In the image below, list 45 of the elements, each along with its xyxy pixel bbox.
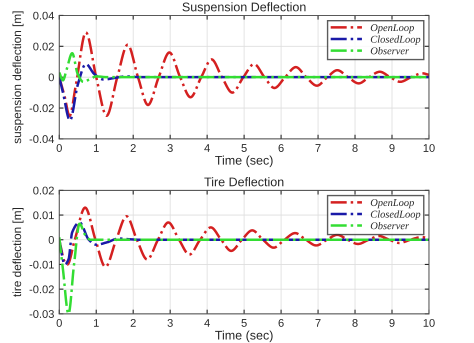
x-tick-label: 1 <box>94 319 99 327</box>
x-tick-label: 9 <box>389 319 395 327</box>
x-tick-label: 8 <box>352 319 358 327</box>
y-tick-label: -0.01 <box>30 260 54 269</box>
x-tick-label: 0 <box>56 144 62 152</box>
x-tick-label: 5 <box>241 319 247 327</box>
x-tick-label: 10 <box>424 144 435 152</box>
x-tick-label: 4 <box>204 144 210 152</box>
legend-label: ClosedLoop <box>370 35 420 45</box>
y-tick-label: 0 <box>48 236 54 244</box>
x-tick-label: 3 <box>168 144 173 152</box>
chart-title: Suspension Deflection <box>182 2 306 14</box>
legend-label: Observer <box>370 47 410 54</box>
y-tick-label: -0.02 <box>30 285 54 294</box>
x-tick-label: 5 <box>241 144 247 152</box>
x-tick-label: 8 <box>352 144 358 152</box>
x-tick-label: 3 <box>168 319 173 327</box>
x-tick-label: 9 <box>389 144 395 152</box>
x-tick-label: 1 <box>94 144 99 152</box>
x-tick-label: 6 <box>278 319 284 327</box>
x-tick-label: 0 <box>56 319 62 327</box>
x-axis-title: Time (sec) <box>215 156 273 168</box>
x-tick-label: 4 <box>204 319 210 327</box>
y-tick-label: 0.02 <box>33 186 54 194</box>
chart-title: Tire Deflection <box>204 177 284 186</box>
x-tick-label: 2 <box>130 319 136 327</box>
x-tick-label: 7 <box>316 144 321 152</box>
legend-label: Observer <box>370 222 410 230</box>
y-axis-title: tire deflection [m] <box>12 208 24 297</box>
x-axis-title: Time (sec) <box>215 330 273 342</box>
x-tick-label: 6 <box>278 144 284 152</box>
y-tick-label: -0.02 <box>30 104 54 112</box>
y-axis-title: suspension deflection [m] <box>12 11 24 144</box>
y-tick-label: -0.03 <box>30 310 54 318</box>
y-tick-label: 0.02 <box>33 42 54 50</box>
legend-label: ClosedLoop <box>370 210 420 220</box>
y-tick-label: 0.04 <box>33 12 54 20</box>
y-tick-label: -0.04 <box>30 135 54 144</box>
y-tick-label: 0 <box>48 73 54 82</box>
x-tick-label: 10 <box>424 319 435 327</box>
y-tick-label: 0.01 <box>33 211 54 220</box>
legend-label: OpenLoop <box>370 24 414 34</box>
legend-label: OpenLoop <box>370 199 414 208</box>
x-tick-label: 7 <box>316 319 321 327</box>
x-tick-label: 2 <box>130 144 136 152</box>
